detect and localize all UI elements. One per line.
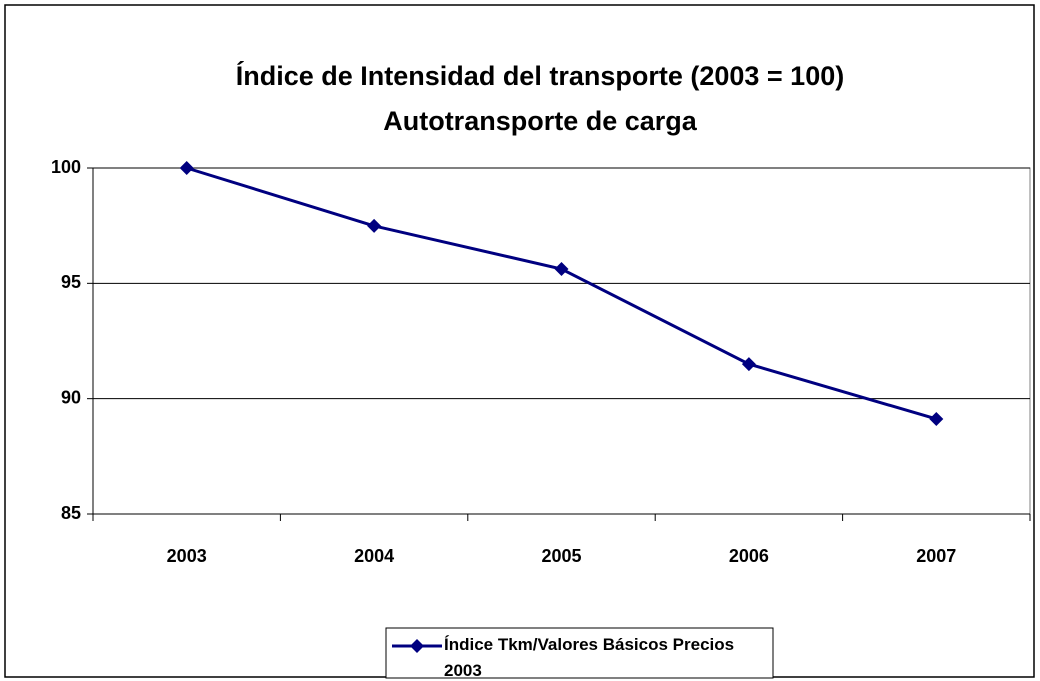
y-tick-label: 90 — [61, 387, 81, 407]
legend-label: Índice Tkm/Valores Básicos Precios 2003 — [444, 635, 735, 680]
y-tick-label: 100 — [51, 157, 81, 177]
x-tick-label: 2007 — [916, 546, 956, 566]
data-point — [179, 161, 194, 175]
data-point — [929, 411, 944, 426]
x-tick-label: 2006 — [729, 546, 769, 566]
x-tick-label: 2004 — [354, 546, 394, 566]
chart-subtitle: Autotransporte de carga — [383, 106, 698, 136]
y-tick-label: 85 — [61, 503, 81, 523]
x-tick-label: 2003 — [167, 546, 207, 566]
data-point — [554, 262, 569, 277]
legend-marker — [410, 639, 424, 653]
x-tick-label: 2005 — [541, 546, 581, 566]
chart-title: Índice de Intensidad del transporte (200… — [236, 60, 844, 91]
data-point — [367, 218, 382, 233]
data-point — [741, 357, 756, 372]
legend-box — [385, 627, 774, 679]
y-tick-label: 95 — [61, 272, 81, 292]
plot-area — [92, 167, 1031, 515]
legend-item: Índice Tkm/Valores Básicos Precios 2003 — [444, 635, 735, 680]
